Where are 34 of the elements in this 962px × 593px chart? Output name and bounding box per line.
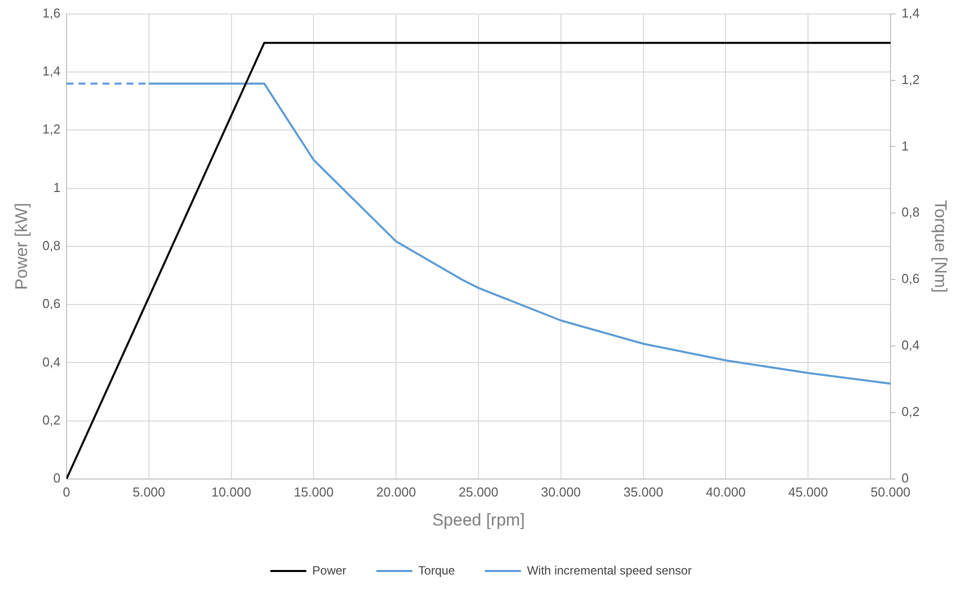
y2-tick-label: 0,8 xyxy=(902,204,920,220)
y-tick-label: 0 xyxy=(53,470,60,486)
x-tick-label: 40.000 xyxy=(706,484,746,500)
y-tick-label: 1,6 xyxy=(42,5,60,20)
y-tick-label: 1 xyxy=(53,180,60,195)
y2-tick-label: 0 xyxy=(902,470,909,486)
y2-tick-label: 1,2 xyxy=(902,72,920,87)
x-axis-title: Speed [rpm] xyxy=(432,510,525,530)
x-tick-label: 20.000 xyxy=(376,484,416,500)
y2-tick-label: 0,6 xyxy=(902,271,920,286)
legend-label: Power xyxy=(312,563,346,578)
x-tick-label: 30.000 xyxy=(541,484,581,500)
x-tick-label: 25.000 xyxy=(458,484,498,500)
y2-tick-label: 0,4 xyxy=(902,338,920,353)
legend-label: Torque xyxy=(418,563,456,578)
y2-tick-label: 1 xyxy=(902,138,909,154)
y2-tick-label: 1,4 xyxy=(902,5,920,20)
y-tick-label: 0,6 xyxy=(42,296,60,312)
x-tick-label: 10.000 xyxy=(211,484,252,500)
y-tick-label: 0,4 xyxy=(42,354,60,370)
y-tick-label: 0,2 xyxy=(42,412,60,428)
x-tick-label: 0 xyxy=(62,484,70,500)
y-tick-label: 1,4 xyxy=(42,64,60,79)
y-tick-label: 0,8 xyxy=(42,238,60,253)
x-tick-label: 50.000 xyxy=(870,484,910,500)
x-tick-label: 35.000 xyxy=(623,484,664,500)
x-tick-label: 15.000 xyxy=(294,484,334,500)
legend-label: With incremental speed sensor xyxy=(526,563,692,578)
y-axis-title: Power [kW] xyxy=(12,202,31,290)
y2-tick-label: 0,2 xyxy=(902,404,920,420)
x-tick-label: 45.000 xyxy=(788,484,828,500)
x-tick-label: 5.000 xyxy=(132,484,166,500)
y-tick-label: 1,2 xyxy=(42,122,60,137)
y2-axis-title: Torque [Nm] xyxy=(931,200,950,293)
